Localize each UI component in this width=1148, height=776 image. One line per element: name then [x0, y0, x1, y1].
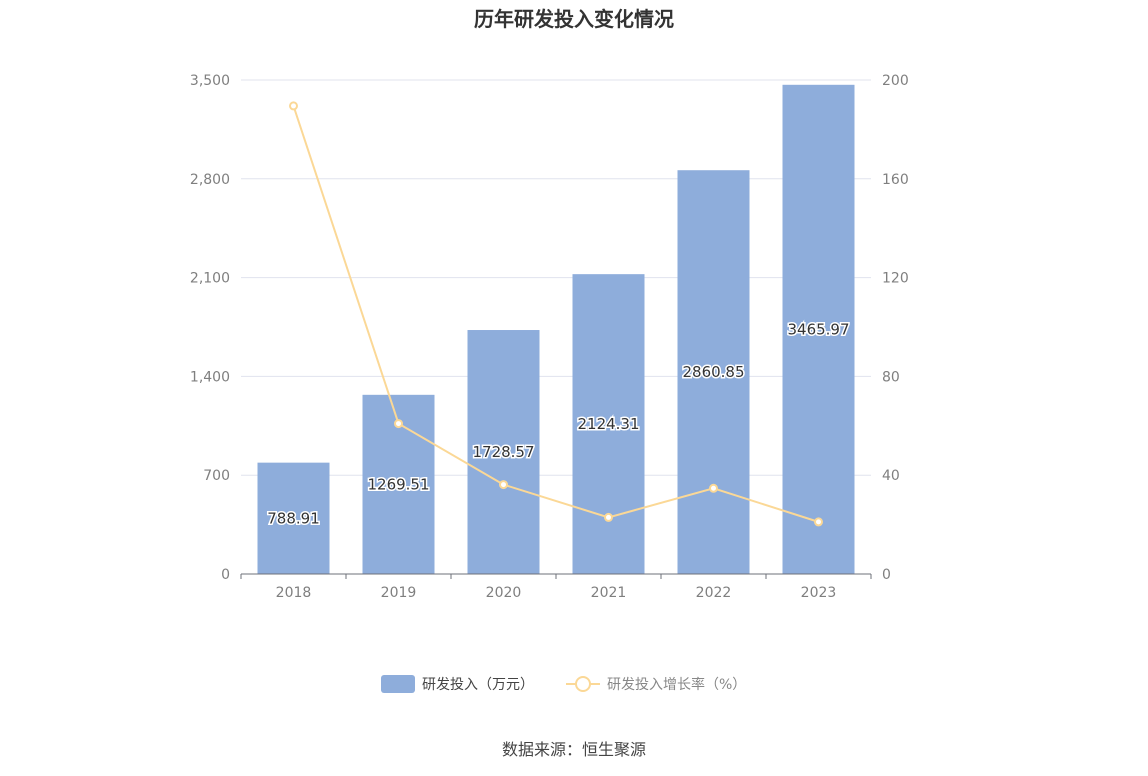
growth-line — [292, 105, 819, 523]
bar — [467, 330, 540, 574]
y-left-tick-label: 2,800 — [190, 172, 230, 188]
growth-point — [394, 419, 403, 429]
bar-data-label: 2860.85 — [682, 363, 744, 381]
bar — [572, 274, 645, 574]
growth-point — [499, 480, 508, 490]
bar — [677, 170, 750, 574]
bar-data-label: 788.91 — [267, 509, 320, 527]
line-series — [289, 101, 823, 527]
y-right-tick-label: 40 — [882, 468, 900, 484]
legend-line-marker — [575, 676, 591, 692]
grid — [241, 79, 871, 476]
bar-series — [257, 84, 855, 574]
y-right-tick-label: 80 — [882, 369, 900, 385]
x-tick-label: 2019 — [381, 585, 417, 601]
y-right-tick-label: 200 — [882, 73, 909, 89]
y-left-tick-label: 700 — [203, 468, 230, 484]
x-tick-label: 2020 — [486, 585, 522, 601]
bar-data-label: 3465.97 — [787, 320, 849, 338]
growth-point — [709, 483, 718, 493]
y-left-tick-label: 3,500 — [190, 73, 230, 89]
y-left-tick-label: 1,400 — [190, 369, 230, 385]
legend: 研发投入（万元） 研发投入增长率（%） — [381, 675, 746, 693]
x-tick-label: 2023 — [801, 585, 837, 601]
bar — [257, 462, 330, 574]
legend-bar-label: 研发投入（万元） — [422, 677, 534, 693]
bar-data-label: 1269.51 — [367, 475, 429, 493]
y-left-tick-label: 2,100 — [190, 271, 230, 287]
x-tick-label: 2021 — [591, 585, 627, 601]
growth-point — [604, 512, 613, 522]
legend-bar-swatch — [381, 675, 415, 693]
y-right-tick-label: 120 — [882, 271, 909, 287]
x-axis: 2018 2019 2020 2021 2022 2023 — [240, 573, 872, 601]
bar-labels: 788.91 1269.51 1728.57 2124.31 2860.85 3465.9… — [266, 319, 851, 529]
legend-line-label: 研发投入增长率（%） — [607, 676, 746, 693]
y-right-tick-label: 160 — [882, 172, 909, 188]
bar-data-label: 2124.31 — [577, 415, 639, 433]
source-note: 数据来源：恒生聚源 — [502, 740, 646, 759]
chart-title: 历年研发投入变化情况 — [474, 7, 674, 31]
y-right-tick-label: 0 — [882, 567, 891, 583]
x-tick-label: 2018 — [276, 585, 312, 601]
x-tick-label: 2022 — [696, 585, 732, 601]
bar-data-label: 1728.57 — [472, 443, 534, 461]
growth-point — [814, 517, 823, 527]
y-axis-right: 0 40 80 120 160 200 — [882, 73, 909, 583]
y-left-tick-label: 0 — [221, 567, 230, 583]
growth-point — [289, 101, 298, 111]
bar — [782, 84, 855, 574]
y-axis-left: 0 700 1,400 2,100 2,800 3,500 — [190, 73, 230, 583]
